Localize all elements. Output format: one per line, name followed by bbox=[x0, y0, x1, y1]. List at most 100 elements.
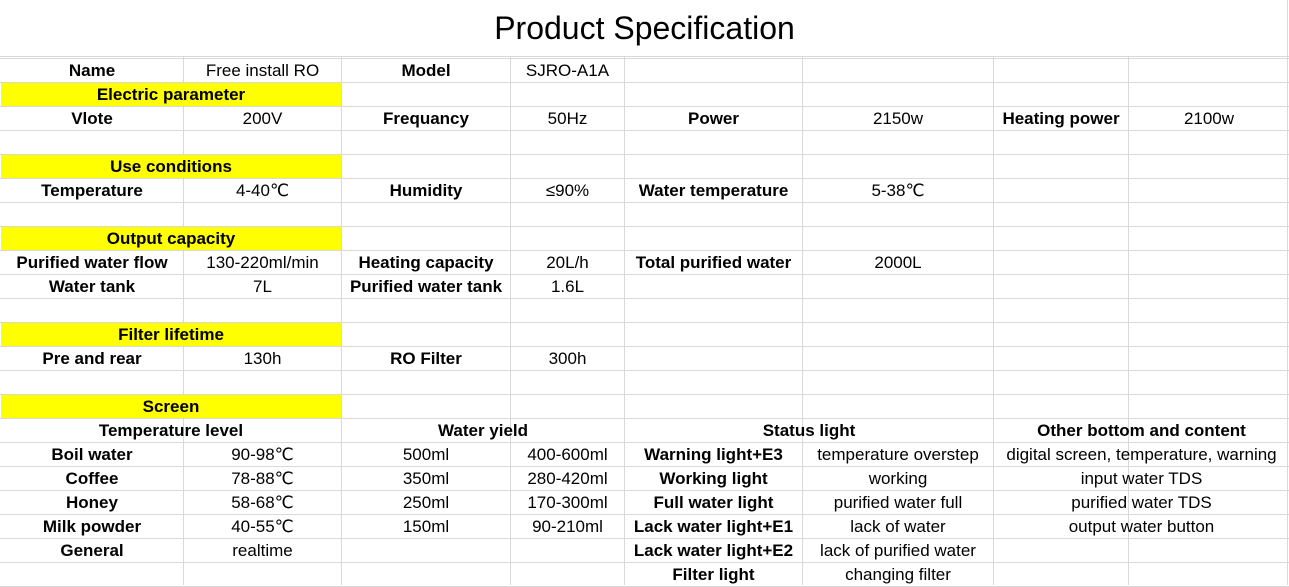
label-cell[interactable]: Vlote bbox=[71, 108, 113, 128]
label-cell[interactable]: Temperature bbox=[41, 180, 143, 200]
grid-hline bbox=[0, 250, 1289, 251]
label-cell[interactable]: Water yield bbox=[437, 420, 529, 440]
value-cell[interactable]: 300h bbox=[548, 348, 587, 368]
label-cell[interactable]: General bbox=[60, 540, 124, 560]
grid-hline bbox=[0, 56, 1289, 57]
value-cell[interactable]: 50Hz bbox=[547, 108, 588, 128]
label-cell[interactable]: Lack water light+E1 bbox=[633, 516, 794, 536]
value-cell[interactable]: 20L/h bbox=[546, 252, 589, 272]
section-header-cell[interactable]: Filter lifetime bbox=[1, 323, 341, 346]
value-cell[interactable]: Free install RO bbox=[205, 60, 320, 80]
label-cell[interactable]: Coffee bbox=[65, 468, 119, 488]
grid-hline bbox=[0, 202, 1289, 203]
value-cell[interactable]: realtime bbox=[232, 540, 293, 560]
value-cell[interactable]: 200V bbox=[242, 108, 283, 128]
label-cell[interactable]: RO Filter bbox=[390, 348, 462, 368]
sheet-title: Product Specification bbox=[494, 9, 795, 46]
value-cell[interactable]: changing filter bbox=[845, 564, 951, 584]
label-cell[interactable]: Temperature level bbox=[98, 420, 244, 440]
label-cell[interactable]: Status light bbox=[762, 420, 856, 440]
grid-hline bbox=[0, 418, 1289, 419]
value-cell[interactable]: 2100w bbox=[1183, 108, 1235, 128]
label-cell[interactable]: Warning light+E3 bbox=[644, 444, 783, 464]
value-cell[interactable]: 2000L bbox=[874, 252, 922, 272]
value-cell[interactable]: input water TDS bbox=[1080, 468, 1203, 488]
value-cell[interactable]: 78-88℃ bbox=[231, 468, 294, 488]
label-cell[interactable]: Pre and rear bbox=[42, 348, 142, 368]
value-cell[interactable]: 500ml bbox=[402, 444, 450, 464]
grid-hline bbox=[0, 490, 1289, 491]
label-cell[interactable]: Purified water flow bbox=[16, 252, 168, 272]
grid-hline bbox=[0, 538, 1289, 539]
label-cell[interactable]: Total purified water bbox=[635, 252, 792, 272]
value-cell[interactable]: output water button bbox=[1068, 516, 1215, 536]
value-cell[interactable]: 4-40℃ bbox=[235, 180, 290, 200]
grid-vline bbox=[183, 56, 184, 585]
value-cell[interactable]: 170-300ml bbox=[527, 492, 608, 512]
value-cell[interactable]: 130-220ml/min bbox=[206, 252, 319, 272]
value-cell[interactable]: 130h bbox=[243, 348, 282, 368]
label-cell[interactable]: Boil water bbox=[51, 444, 133, 464]
grid-hline bbox=[0, 82, 1289, 83]
value-cell[interactable]: 90-98℃ bbox=[231, 444, 294, 464]
value-cell[interactable]: 150ml bbox=[402, 516, 450, 536]
label-cell[interactable]: Purified water tank bbox=[349, 276, 503, 296]
value-cell[interactable]: digital screen, temperature, warning bbox=[1006, 444, 1277, 464]
grid-vline bbox=[624, 56, 625, 585]
grid-hline bbox=[0, 274, 1289, 275]
grid-vline bbox=[993, 56, 994, 585]
grid-hline bbox=[0, 226, 1289, 227]
value-cell[interactable]: 350ml bbox=[402, 468, 450, 488]
label-cell[interactable]: Water tank bbox=[48, 276, 136, 296]
grid-hline bbox=[0, 58, 1289, 59]
section-header-cell[interactable]: Use conditions bbox=[1, 155, 341, 178]
section-header-cell[interactable]: Output capacity bbox=[1, 227, 341, 250]
value-cell[interactable]: 40-55℃ bbox=[231, 516, 294, 536]
grid-hline bbox=[0, 514, 1289, 515]
grid-vline bbox=[802, 56, 803, 585]
value-cell[interactable]: 2150w bbox=[872, 108, 924, 128]
label-cell[interactable]: Honey bbox=[66, 492, 118, 512]
value-cell[interactable]: 5-38℃ bbox=[871, 180, 925, 200]
value-cell[interactable]: 400-600ml bbox=[527, 444, 608, 464]
grid-hline bbox=[0, 394, 1289, 395]
grid-hline bbox=[0, 322, 1289, 323]
grid-vline bbox=[510, 56, 511, 585]
value-cell[interactable]: SJRO-A1A bbox=[525, 60, 610, 80]
label-cell[interactable]: Full water light bbox=[653, 492, 774, 512]
label-cell[interactable]: Heating capacity bbox=[358, 252, 494, 272]
label-cell[interactable]: Other bottom and content bbox=[1037, 420, 1246, 440]
label-cell[interactable]: Working light bbox=[659, 468, 768, 488]
value-cell[interactable]: 250ml bbox=[402, 492, 450, 512]
value-cell[interactable]: purified water full bbox=[833, 492, 963, 512]
label-cell[interactable]: Water temperature bbox=[638, 180, 789, 200]
section-header-cell[interactable]: Screen bbox=[1, 395, 341, 418]
value-cell[interactable]: purified water TDS bbox=[1071, 492, 1212, 512]
value-cell[interactable]: ≤90% bbox=[545, 180, 590, 200]
grid-hline bbox=[0, 466, 1289, 467]
label-cell[interactable]: Name bbox=[68, 60, 116, 80]
label-cell[interactable]: Heating power bbox=[1002, 108, 1120, 128]
value-cell[interactable]: 1.6L bbox=[550, 276, 585, 296]
label-cell[interactable]: Frequancy bbox=[383, 108, 469, 128]
label-cell[interactable]: Milk powder bbox=[42, 516, 142, 536]
grid-hline bbox=[0, 442, 1289, 443]
grid-vline bbox=[341, 56, 342, 585]
value-cell[interactable]: 58-68℃ bbox=[231, 492, 294, 512]
label-cell[interactable]: Model bbox=[401, 60, 451, 80]
label-cell[interactable]: Filter light bbox=[672, 564, 755, 584]
value-cell[interactable]: 90-210ml bbox=[532, 516, 603, 536]
label-cell[interactable]: Humidity bbox=[389, 180, 463, 200]
value-cell[interactable]: 7L bbox=[253, 276, 272, 296]
value-cell[interactable]: temperature overstep bbox=[817, 444, 979, 464]
value-cell[interactable]: lack of purified water bbox=[820, 540, 976, 560]
section-header-cell[interactable]: Electric parameter bbox=[1, 83, 341, 106]
label-cell[interactable]: Lack water light+E2 bbox=[633, 540, 794, 560]
value-cell[interactable]: 280-420ml bbox=[527, 468, 608, 488]
grid-hline bbox=[0, 130, 1289, 131]
label-cell[interactable]: Power bbox=[687, 108, 740, 128]
value-cell[interactable]: working bbox=[868, 468, 928, 488]
value-cell[interactable]: lack of water bbox=[850, 516, 946, 536]
grid-hline bbox=[0, 106, 1289, 107]
